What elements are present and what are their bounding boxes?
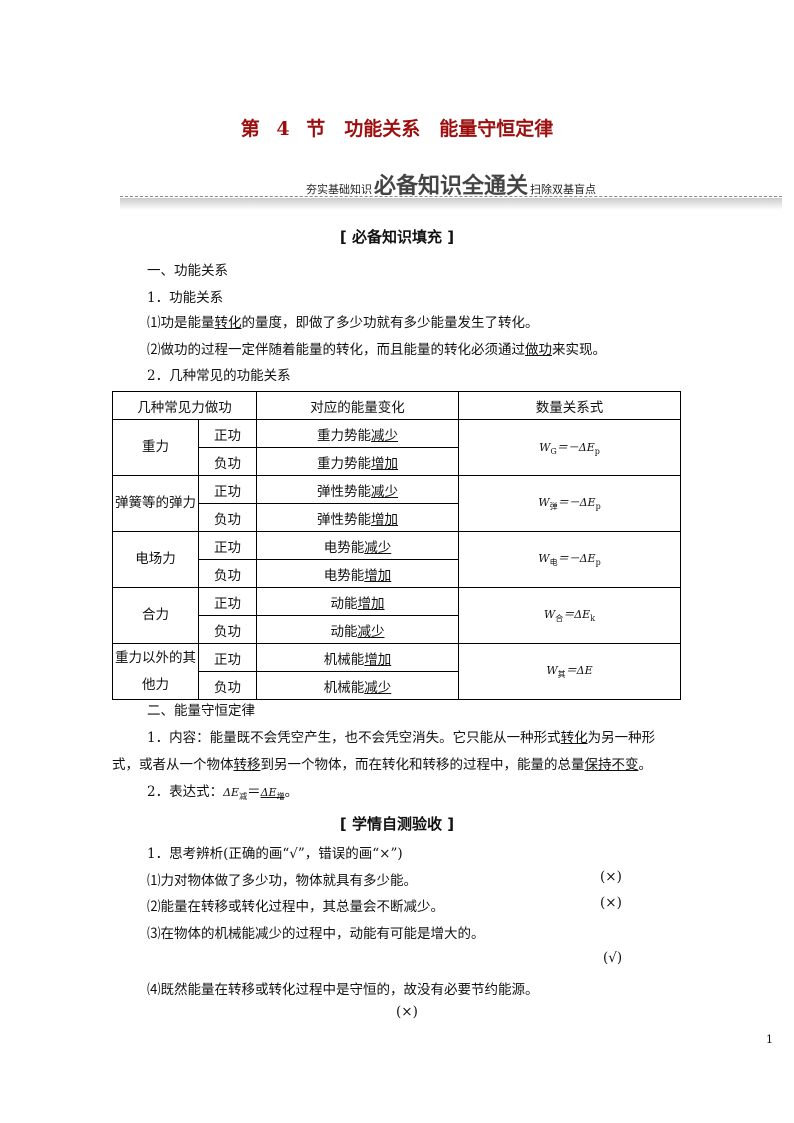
- answer-blank: 做功: [525, 342, 552, 358]
- table-row: 弹簧等的弹力 正功 弹性势能减少 W弹＝－ΔEp: [112, 475, 681, 532]
- paragraph: ⑴功是能量转化的量度，即做了多少功就有多少能量发生了转化。: [147, 311, 539, 331]
- part-heading: 一、功能关系: [147, 263, 228, 279]
- answer-blank: 保持不变: [584, 757, 639, 773]
- energy-change-cell: 机械能减少: [256, 671, 459, 700]
- work-cell: 负功: [198, 447, 257, 476]
- work-energy-table: 几种常见力做功 对应的能量变化 数量关系式 重力 正功 重力势能减少 WG＝－ΔEp 负功 重力…: [112, 391, 681, 700]
- subheading: 1．功能关系: [147, 290, 224, 306]
- text: 的量度，即做了多少功就有多少能量发生了转化。: [241, 315, 539, 331]
- table-row: 负功 弹性势能增加: [113, 503, 681, 532]
- formula-cell: W电＝－ΔEp: [458, 531, 681, 588]
- table-row: 电场力 正功 电势能减少 W电＝－ΔEp: [112, 531, 681, 588]
- answer-blank: 转移: [233, 757, 261, 773]
- text: 。: [638, 757, 653, 773]
- question: ⑵能量在转移或转化过程中，其总量会不断减少。: [147, 899, 444, 915]
- force-cell: 合力: [112, 587, 199, 644]
- banner-right: 扫除双基盲点: [530, 183, 596, 196]
- question: ⑴力对物体做了多少功，物体就具有多少能。: [147, 873, 417, 889]
- energy-change-cell: 弹性势能增加: [256, 503, 459, 532]
- force-cell: 重力: [112, 419, 199, 476]
- text: 。: [284, 784, 299, 800]
- banner-shade: [120, 198, 782, 210]
- section-heading-knowledge: [ 必备知识填充 ]: [339, 228, 455, 246]
- question-answer: (×): [600, 895, 622, 911]
- text: 2．表达式：: [147, 784, 224, 800]
- formula-lhs: ΔE减: [223, 786, 248, 802]
- energy-change-cell: 动能增加: [256, 587, 459, 616]
- question-answer: (×): [600, 869, 622, 885]
- work-cell: 负功: [198, 615, 257, 644]
- answer-blank: 转化: [214, 315, 242, 331]
- text: ⑵做功的过程一定伴随着能量的转化，而且能量的转化必须通过: [147, 342, 525, 358]
- table-header-row: 几种常见力做功 对应的能量变化 数量关系式: [112, 391, 681, 420]
- text: 式，或者从一个物体: [112, 757, 234, 773]
- page-title: 第 4 节 功能关系 能量守恒定律: [240, 118, 554, 140]
- table-row: 负功 机械能减少: [113, 671, 681, 700]
- table-row: 负功 电势能增加: [113, 559, 681, 588]
- text: 到另一个物体，而在转化和转移的过程中，能量的总量: [260, 757, 585, 773]
- text: ＝: [247, 784, 261, 800]
- energy-change-cell: 弹性势能减少: [256, 475, 459, 504]
- force-cell: 重力以外的其他力: [112, 643, 199, 700]
- work-cell: 正功: [198, 643, 257, 672]
- header-cell: 几种常见力做功: [112, 391, 257, 420]
- work-cell: 正功: [198, 419, 257, 448]
- energy-change-cell: 动能减少: [256, 615, 459, 644]
- answer-blank: 转化: [560, 730, 588, 746]
- energy-change-cell: 重力势能增加: [256, 447, 459, 476]
- banner-left: 夯实基础知识: [305, 183, 372, 196]
- text: 为另一种形: [587, 730, 656, 746]
- section-banner: 夯实基础知识必备知识全通关 扫除双基盲点: [120, 168, 782, 210]
- work-cell: 正功: [198, 531, 257, 560]
- formula-cell: W合＝ΔEk: [458, 587, 681, 644]
- force-cell: 弹簧等的弹力: [112, 475, 199, 532]
- work-cell: 负功: [198, 503, 257, 532]
- header-cell: 数量关系式: [458, 391, 681, 420]
- table-row: 负功 重力势能增加: [113, 447, 681, 476]
- work-cell: 负功: [198, 671, 257, 700]
- question: ⑶在物体的机械能减少的过程中，动能有可能是增大的。: [147, 926, 485, 942]
- banner-divider: [120, 196, 782, 197]
- work-cell: 正功: [198, 475, 257, 504]
- header-cell: 对应的能量变化: [256, 391, 459, 420]
- part-heading: 二、能量守恒定律: [147, 703, 255, 719]
- page-number: 1: [766, 1033, 773, 1046]
- energy-change-cell: 重力势能减少: [256, 419, 459, 448]
- energy-change-cell: 电势能增加: [256, 559, 459, 588]
- text: 1．内容：能量既不会凭空产生，也不会凭空消失。它只能从一种形式: [147, 730, 561, 746]
- text: ⑴功是能量: [147, 315, 215, 331]
- paragraph: 1．内容：能量既不会凭空产生，也不会凭空消失。它只能从一种形式转化为另一种形: [147, 726, 655, 746]
- formula-cell: WG＝－ΔEp: [458, 419, 681, 476]
- question-heading: 1．思考辨析(正确的画“√”，错误的画“×”): [147, 846, 403, 862]
- text: 来实现。: [552, 342, 606, 358]
- table-row: 负功 动能减少: [113, 615, 681, 644]
- work-cell: 正功: [198, 587, 257, 616]
- energy-change-cell: 机械能增加: [256, 643, 459, 672]
- table-row: 重力 正功 重力势能减少 WG＝－ΔEp: [112, 419, 681, 476]
- section-heading-selftest: [ 学情自测验收 ]: [339, 815, 455, 833]
- force-cell: 电场力: [112, 531, 199, 588]
- formula-cell: W其＝ΔE: [458, 643, 681, 700]
- paragraph: ⑵做功的过程一定伴随着能量的转化，而且能量的转化必须通过做功来实现。: [147, 338, 606, 358]
- banner-main: 必备知识全通关: [373, 174, 528, 199]
- table-row: 重力以外的其他力 正功 机械能增加 W其＝ΔE: [112, 643, 681, 700]
- question-answer: (×): [396, 1004, 418, 1020]
- energy-change-cell: 电势能减少: [256, 531, 459, 560]
- question-answer: (√): [603, 950, 623, 966]
- subheading: 2．几种常见的功能关系: [147, 368, 291, 384]
- question: ⑷既然能量在转移或转化过程中是守恒的，故没有必要节约能源。: [147, 982, 539, 998]
- work-cell: 负功: [198, 559, 257, 588]
- expression-line: 2．表达式：ΔE减＝ΔE增。: [147, 780, 298, 802]
- table-row: 合力 正功 动能增加 W合＝ΔEk: [112, 587, 681, 644]
- paragraph: 式，或者从一个物体转移到另一个物体，而在转化和转移的过程中，能量的总量保持不变。: [112, 753, 652, 773]
- formula-cell: W弹＝－ΔEp: [458, 475, 681, 532]
- formula-rhs-blank: ΔE增: [260, 786, 285, 802]
